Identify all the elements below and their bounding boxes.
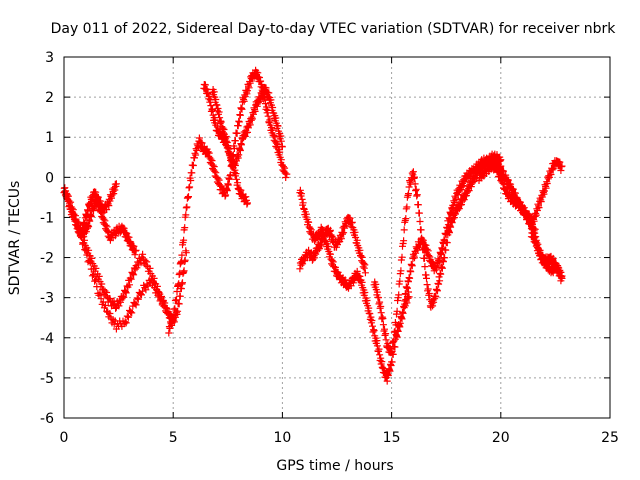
plot-frame (63, 56, 611, 419)
series-marks (209, 86, 251, 208)
x-tick-label: 25 (601, 430, 619, 446)
y-tick-label: -4 (40, 331, 54, 347)
series-marks (527, 229, 566, 285)
series-sat-d (73, 180, 120, 239)
y-tick-label: -2 (40, 251, 54, 267)
series-sat-b (62, 190, 177, 327)
x-tick-label: 0 (60, 430, 69, 446)
y-tick-label: 1 (45, 130, 54, 146)
y-tick-label: 2 (45, 90, 54, 106)
axis-ticks: 0 5 10 15 20 25 -6 -5 -4 -3 -2 -1 0 1 2 3 (40, 50, 619, 446)
series-sat-i (296, 213, 369, 277)
chart-title: Day 011 of 2022, Sidereal Day-to-day VTE… (51, 21, 617, 37)
x-tick-label: 20 (492, 430, 510, 446)
series-marks (296, 186, 413, 385)
series-sat-h (296, 186, 413, 385)
series-sat-g (209, 86, 251, 208)
x-axis-label: GPS time / hours (276, 458, 393, 474)
grid-lines (64, 57, 610, 418)
y-tick-label: 0 (45, 170, 54, 186)
x-tick-label: 5 (169, 430, 178, 446)
series-marks (73, 180, 120, 239)
y-tick-label: -6 (40, 411, 54, 427)
series-marks (296, 213, 369, 277)
series-sat-m (527, 157, 566, 233)
series-marks (62, 190, 177, 327)
y-tick-label: -3 (40, 291, 54, 307)
y-tick-label: -5 (40, 371, 54, 387)
series-sat-n (527, 229, 566, 285)
y-tick-label: -1 (40, 210, 54, 226)
series-marks (527, 157, 566, 233)
x-tick-label: 15 (383, 430, 401, 446)
series-marks (165, 66, 291, 337)
series-sat-e (165, 66, 291, 337)
x-tick-label: 10 (273, 430, 291, 446)
y-axis-label: SDTVAR / TECUs (7, 181, 23, 296)
y-tick-label: 3 (45, 50, 54, 66)
data-markers (60, 66, 566, 385)
